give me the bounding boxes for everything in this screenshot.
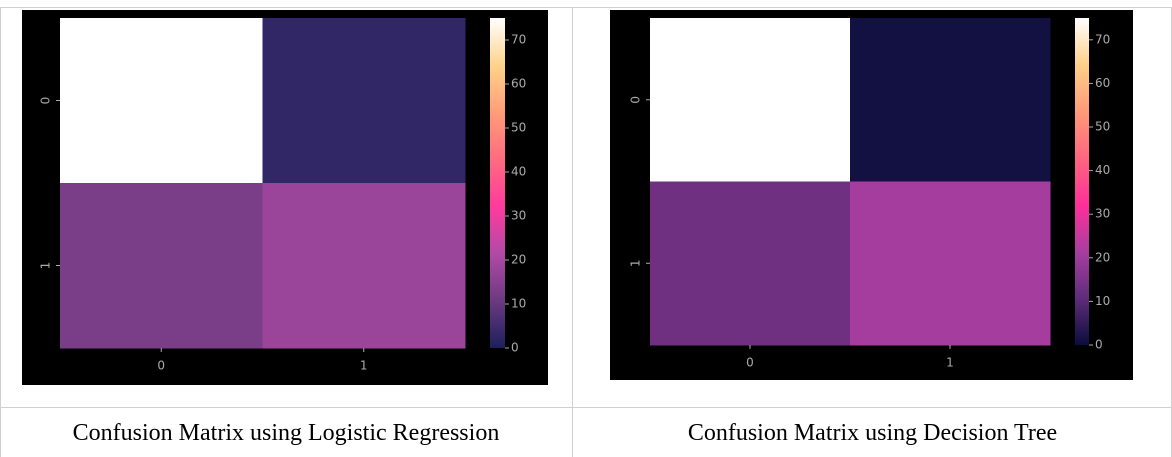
colorbar: [1075, 18, 1089, 345]
x-tick-label: 0: [157, 359, 165, 373]
colorbar-tick-label: 60: [511, 77, 526, 91]
heatmap-cell: [262, 18, 466, 184]
colorbar-tick-label: 10: [511, 297, 526, 311]
colorbar-tick-label: 50: [1095, 120, 1110, 134]
heatmap-cell: [60, 183, 263, 349]
heatmap-cell: [650, 181, 851, 346]
heatmap-cell: [60, 18, 263, 184]
colorbar-tick-label: 30: [1095, 207, 1110, 221]
heatmap-cell: [650, 18, 851, 182]
heatmap-cell: [850, 181, 1051, 346]
colorbar-tick-label: 60: [1095, 76, 1110, 90]
y-tick-label: 1: [629, 259, 643, 267]
x-tick-label: 0: [746, 356, 754, 370]
colorbar-tick-label: 0: [511, 341, 519, 355]
colorbar-tick-label: 10: [1095, 294, 1110, 308]
heatmap-cell: [262, 183, 466, 349]
colorbar-tick-label: 0: [1095, 338, 1103, 352]
colorbar: [490, 18, 505, 348]
heatmap-cell: [850, 18, 1051, 182]
colorbar-tick-label: 40: [1095, 163, 1110, 177]
colorbar-tick-label: 30: [511, 209, 526, 223]
y-tick-label: 1: [39, 262, 53, 270]
y-tick-label: 0: [629, 96, 643, 104]
table-border: [0, 7, 1, 457]
colorbar-tick-label: 70: [511, 33, 526, 47]
x-tick-label: 1: [946, 356, 954, 370]
colorbar-tick-label: 20: [1095, 250, 1110, 264]
table-border: [0, 7, 1172, 8]
colorbar-tick-label: 50: [511, 121, 526, 135]
caption: Confusion Matrix using Logistic Regressi…: [72, 420, 500, 446]
table-border: [572, 7, 573, 457]
colorbar-tick-label: 40: [511, 165, 526, 179]
colorbar-tick-label: 70: [1095, 32, 1110, 46]
x-tick-label: 1: [360, 359, 368, 373]
y-tick-label: 0: [39, 97, 53, 105]
caption: Confusion Matrix using Decision Tree: [687, 420, 1058, 446]
colorbar-tick-label: 20: [511, 253, 526, 267]
table-border: [0, 407, 1172, 408]
